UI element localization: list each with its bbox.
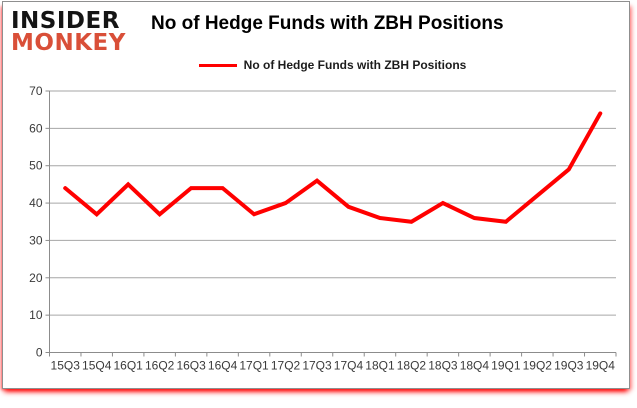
x-axis-label: 18Q1 [365, 359, 395, 373]
x-axis-label: 16Q4 [208, 359, 238, 373]
y-axis-label: 30 [29, 233, 43, 247]
x-axis-label: 16Q2 [145, 359, 175, 373]
x-axis-label: 17Q3 [302, 359, 332, 373]
x-axis-label: 19Q4 [586, 359, 616, 373]
x-axis-label: 18Q3 [428, 359, 458, 373]
legend-line-swatch [198, 63, 237, 67]
x-axis-label: 17Q4 [334, 359, 364, 373]
legend: No of Hedge Funds with ZBH Positions [49, 58, 616, 72]
x-axis-label: 16Q3 [176, 359, 206, 373]
y-axis-label: 70 [29, 84, 43, 98]
x-axis-label: 17Q2 [271, 359, 301, 373]
series-line [63, 111, 603, 224]
x-axis-label: 19Q3 [554, 359, 584, 373]
y-axis-label: 10 [29, 308, 43, 322]
x-axis-label: 18Q4 [460, 359, 490, 373]
x-axis-label: 17Q1 [239, 359, 269, 373]
y-axis-label: 40 [29, 196, 43, 210]
x-axis-label: 15Q4 [82, 359, 112, 373]
legend-label: No of Hedge Funds with ZBH Positions [243, 58, 467, 72]
x-axis-label: 16Q1 [114, 359, 144, 373]
x-axis-label: 19Q1 [491, 359, 521, 373]
x-axis-label: 18Q2 [397, 359, 427, 373]
x-axis-label: 19Q2 [523, 359, 553, 373]
x-axis-label: 15Q3 [51, 359, 81, 373]
y-axis-label: 50 [29, 159, 43, 173]
y-axis-label: 60 [29, 121, 43, 135]
chart-panel: INSIDER MONKEY No of Hedge Funds with ZB… [2, 1, 630, 389]
logo-line-monkey: MONKEY [11, 30, 126, 56]
insider-monkey-logo: INSIDER MONKEY [11, 8, 126, 56]
y-axis-label: 0 [36, 346, 43, 360]
y-axis-label: 20 [29, 271, 43, 285]
logo-line-insider: INSIDER [11, 8, 120, 34]
chart-title: No of Hedge Funds with ZBH Positions [151, 13, 504, 34]
